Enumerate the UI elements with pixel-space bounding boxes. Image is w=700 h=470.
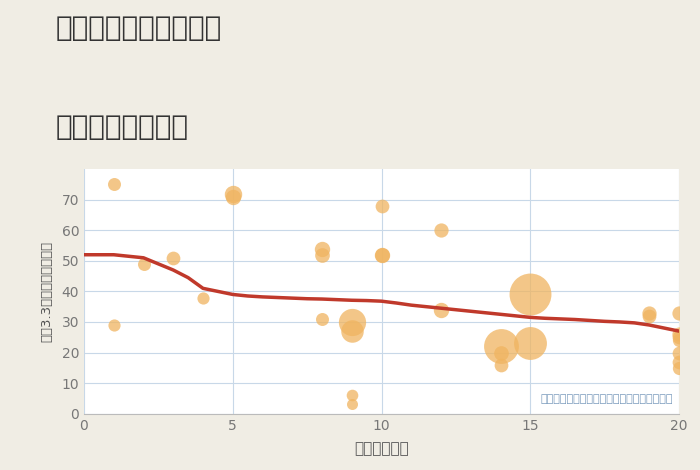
Text: 円の大きさは、取引のあった物件面積を示す: 円の大きさは、取引のあった物件面積を示す bbox=[540, 394, 673, 404]
Point bbox=[525, 339, 536, 347]
Point bbox=[108, 181, 119, 188]
Point bbox=[197, 294, 209, 301]
Point bbox=[316, 245, 328, 252]
Point bbox=[346, 400, 357, 408]
Point bbox=[346, 327, 357, 335]
Point bbox=[495, 361, 506, 368]
Point bbox=[495, 343, 506, 350]
Point bbox=[346, 318, 357, 326]
Point bbox=[644, 309, 655, 317]
Point bbox=[673, 337, 685, 344]
Point bbox=[435, 227, 447, 234]
Y-axis label: 坪（3.3㎡）単価（万円）: 坪（3.3㎡）単価（万円） bbox=[40, 241, 53, 342]
Point bbox=[673, 349, 685, 356]
Point bbox=[673, 309, 685, 317]
Point bbox=[108, 321, 119, 329]
Point bbox=[673, 330, 685, 338]
Point bbox=[376, 251, 387, 258]
Point bbox=[644, 312, 655, 320]
Point bbox=[346, 392, 357, 399]
Point bbox=[673, 358, 685, 366]
Point bbox=[673, 364, 685, 371]
Point bbox=[227, 193, 238, 200]
Text: 奈良県奈良市三碓町の: 奈良県奈良市三碓町の bbox=[56, 14, 223, 42]
Point bbox=[495, 349, 506, 356]
Point bbox=[376, 202, 387, 210]
Point bbox=[673, 334, 685, 341]
Point bbox=[376, 251, 387, 258]
Point bbox=[316, 251, 328, 258]
X-axis label: 駅距離（分）: 駅距離（分） bbox=[354, 441, 409, 456]
Point bbox=[168, 254, 179, 261]
Text: 駅距離別土地価格: 駅距離別土地価格 bbox=[56, 113, 189, 141]
Point bbox=[435, 306, 447, 313]
Point bbox=[227, 190, 238, 197]
Point bbox=[138, 260, 149, 267]
Point bbox=[525, 290, 536, 298]
Point bbox=[316, 315, 328, 322]
